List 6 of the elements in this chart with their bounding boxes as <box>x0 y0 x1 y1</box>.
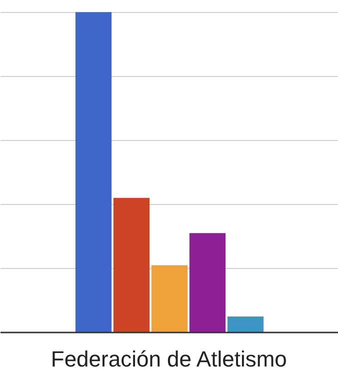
bar <box>227 316 264 332</box>
bar <box>151 265 188 332</box>
bar <box>75 12 112 332</box>
bar <box>189 233 226 332</box>
x-axis-title: Federación de Atletismo <box>50 346 287 372</box>
bar <box>113 198 150 332</box>
